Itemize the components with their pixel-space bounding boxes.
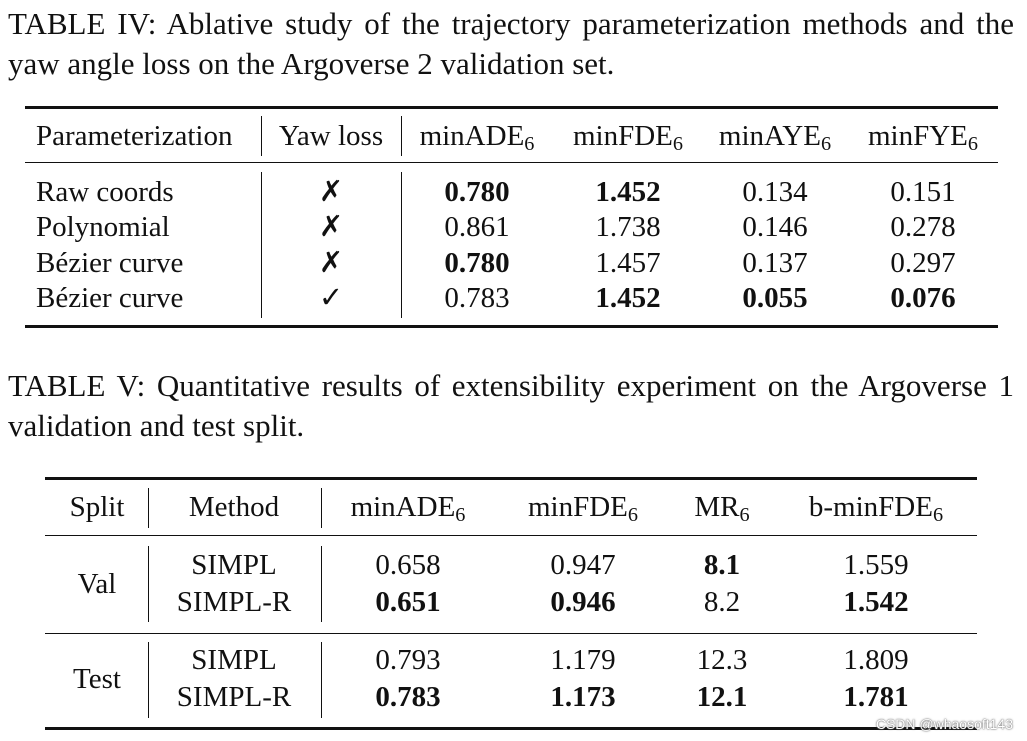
table-v-val-divider-2 [321,546,322,622]
table-v-bottom-rule [45,727,977,730]
table-iv-caption: TABLE IV: Ablative study of the trajecto… [8,6,1014,81]
table-v-val-row-2-method: SIMPL-R [176,586,292,618]
table-iv-body-divider-1 [261,172,262,318]
header-minfde: minFDE6 [527,491,639,527]
header-minade: minADE6 [419,120,535,156]
table-iv-row-2-minfye: 0.278 [890,211,956,243]
table-v-test-row-1-b-minfde: 1.809 [843,644,909,676]
table-iv-row-4-minade: 0.783 [444,282,510,314]
table-v-test-row-2-method: SIMPL-R [176,681,292,713]
header-minade: minADE6 [350,491,466,527]
table-v-val-row-1-minade: 0.658 [375,549,441,581]
header-parameterization: Parameterization [36,120,233,152]
table-v-test-row-1-minade: 0.793 [375,644,441,676]
table-iv-row-2-param: Polynomial [36,211,170,243]
table-iv-row-3-minfye: 0.297 [890,247,956,279]
table-iv-header-divider-1 [261,116,262,156]
table-v-val-row-2-minfde: 0.946 [550,586,616,618]
table-v-header-rule [45,535,977,536]
table-iv-row-3-minfde: 1.457 [595,247,661,279]
table-v-test-row-2-mr: 12.1 [696,681,748,713]
split-val: Val [77,568,117,600]
table-iv-row-2-minade: 0.861 [444,211,510,243]
table-iv-row-2-yaw: ✗ [318,211,344,243]
split-test: Test [73,663,121,695]
watermark: CSDN @whaosoft143 [875,716,1013,732]
table-iv-row-2-minfde: 1.738 [595,211,661,243]
table-v-val-row-2-mr: 8.2 [703,586,741,618]
table-v-val-divider-1 [148,546,149,622]
table-v-val-row-2-b-minfde: 1.542 [843,586,909,618]
table-v-header-divider-1 [148,488,149,528]
table-v-test-row-1-mr: 12.3 [696,644,748,676]
table-v-test-row-1-method: SIMPL [191,644,277,676]
header-mr: MR6 [694,491,750,527]
table-iv-bottom-rule [25,325,998,328]
table-v-val-row-1-b-minfde: 1.559 [843,549,909,581]
table-v-test-row-1-minfde: 1.179 [550,644,616,676]
header-method: Method [188,491,280,523]
table-iv-body-divider-2 [401,172,402,318]
table-v-test-row-2-minade: 0.783 [375,681,441,713]
table-v-caption: TABLE V: Quantitative results of extensi… [8,368,1014,443]
table-v-val-row-1-mr: 8.1 [703,549,741,581]
table-iv-row-1-yaw: ✗ [318,176,344,208]
table-v-test-divider-2 [321,642,322,718]
header-minfye: minFYE6 [867,120,979,156]
table-v-val-row-2-minade: 0.651 [375,586,441,618]
table-iv-row-4-yaw: ✓ [318,282,344,314]
table-iv-row-4-minfye: 0.076 [890,282,956,314]
table-v-top-rule [45,477,977,480]
table-iv-row-1-minfde: 1.452 [595,176,661,208]
table-iv-row-1-param: Raw coords [36,176,174,208]
table-iv-row-1-minade: 0.780 [444,176,510,208]
table-iv-header-divider-2 [401,116,402,156]
header-yaw-loss: Yaw loss [278,120,384,152]
table-iv-row-4-minaye: 0.055 [742,282,808,314]
table-iv-row-4-param: Bézier curve [36,282,184,314]
table-v-val-row-1-method: SIMPL [191,549,277,581]
table-v-test-divider-1 [148,642,149,718]
header-b-minfde: b-minFDE6 [808,491,944,527]
table-iv-row-3-minade: 0.780 [444,247,510,279]
table-v-header-divider-2 [321,488,322,528]
table-v-group-rule [45,633,977,634]
table-v-test-row-2-b-minfde: 1.781 [843,681,909,713]
table-iv-row-1-minfye: 0.151 [890,176,956,208]
table-iv-row-3-minaye: 0.137 [742,247,808,279]
table-v-val-row-1-minfde: 0.947 [550,549,616,581]
header-minfde: minFDE6 [572,120,684,156]
table-iv-row-1-minaye: 0.134 [742,176,808,208]
header-minaye: minAYE6 [718,120,832,156]
table-iv-header-rule [25,162,998,163]
table-iv-row-2-minaye: 0.146 [742,211,808,243]
table-iv-row-4-minfde: 1.452 [595,282,661,314]
table-v-test-row-2-minfde: 1.173 [550,681,616,713]
table-iv-top-rule [25,106,998,109]
table-iv-row-3-yaw: ✗ [318,247,344,279]
table-iv-row-3-param: Bézier curve [36,247,184,279]
header-split: Split [69,491,125,523]
